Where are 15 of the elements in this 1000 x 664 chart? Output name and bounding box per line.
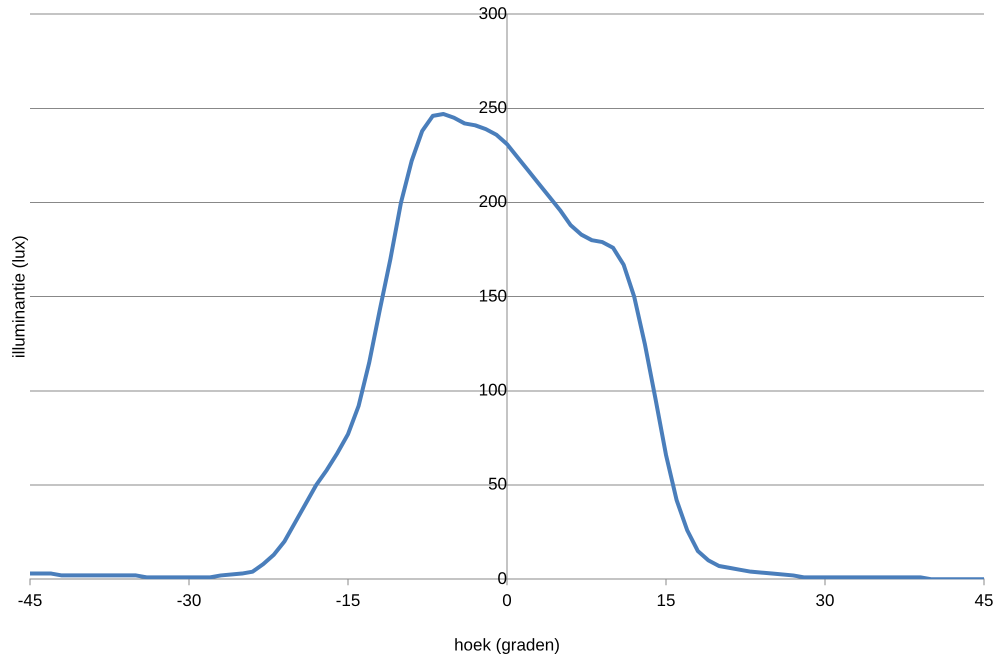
x-tick-label: 15 <box>656 591 676 610</box>
y-tick-label: 250 <box>478 98 507 118</box>
x-tick-label: -45 <box>18 591 42 610</box>
x-tick-label: 45 <box>974 591 994 610</box>
x-tick-label: -30 <box>176 591 202 610</box>
y-tick-label: 50 <box>488 474 507 494</box>
y-tick-label: 100 <box>478 380 507 400</box>
y-tick-label: 300 <box>478 4 507 23</box>
x-tick-label: 30 <box>816 591 834 610</box>
x-axis-title: hoek (graden) <box>454 635 560 654</box>
x-tick-label: -15 <box>336 591 360 610</box>
y-tick-label: 0 <box>498 568 507 588</box>
y-axis-title: illuminantie (lux) <box>10 235 29 358</box>
y-tick-label: 200 <box>478 192 507 212</box>
y-tick-label: 150 <box>478 286 507 306</box>
